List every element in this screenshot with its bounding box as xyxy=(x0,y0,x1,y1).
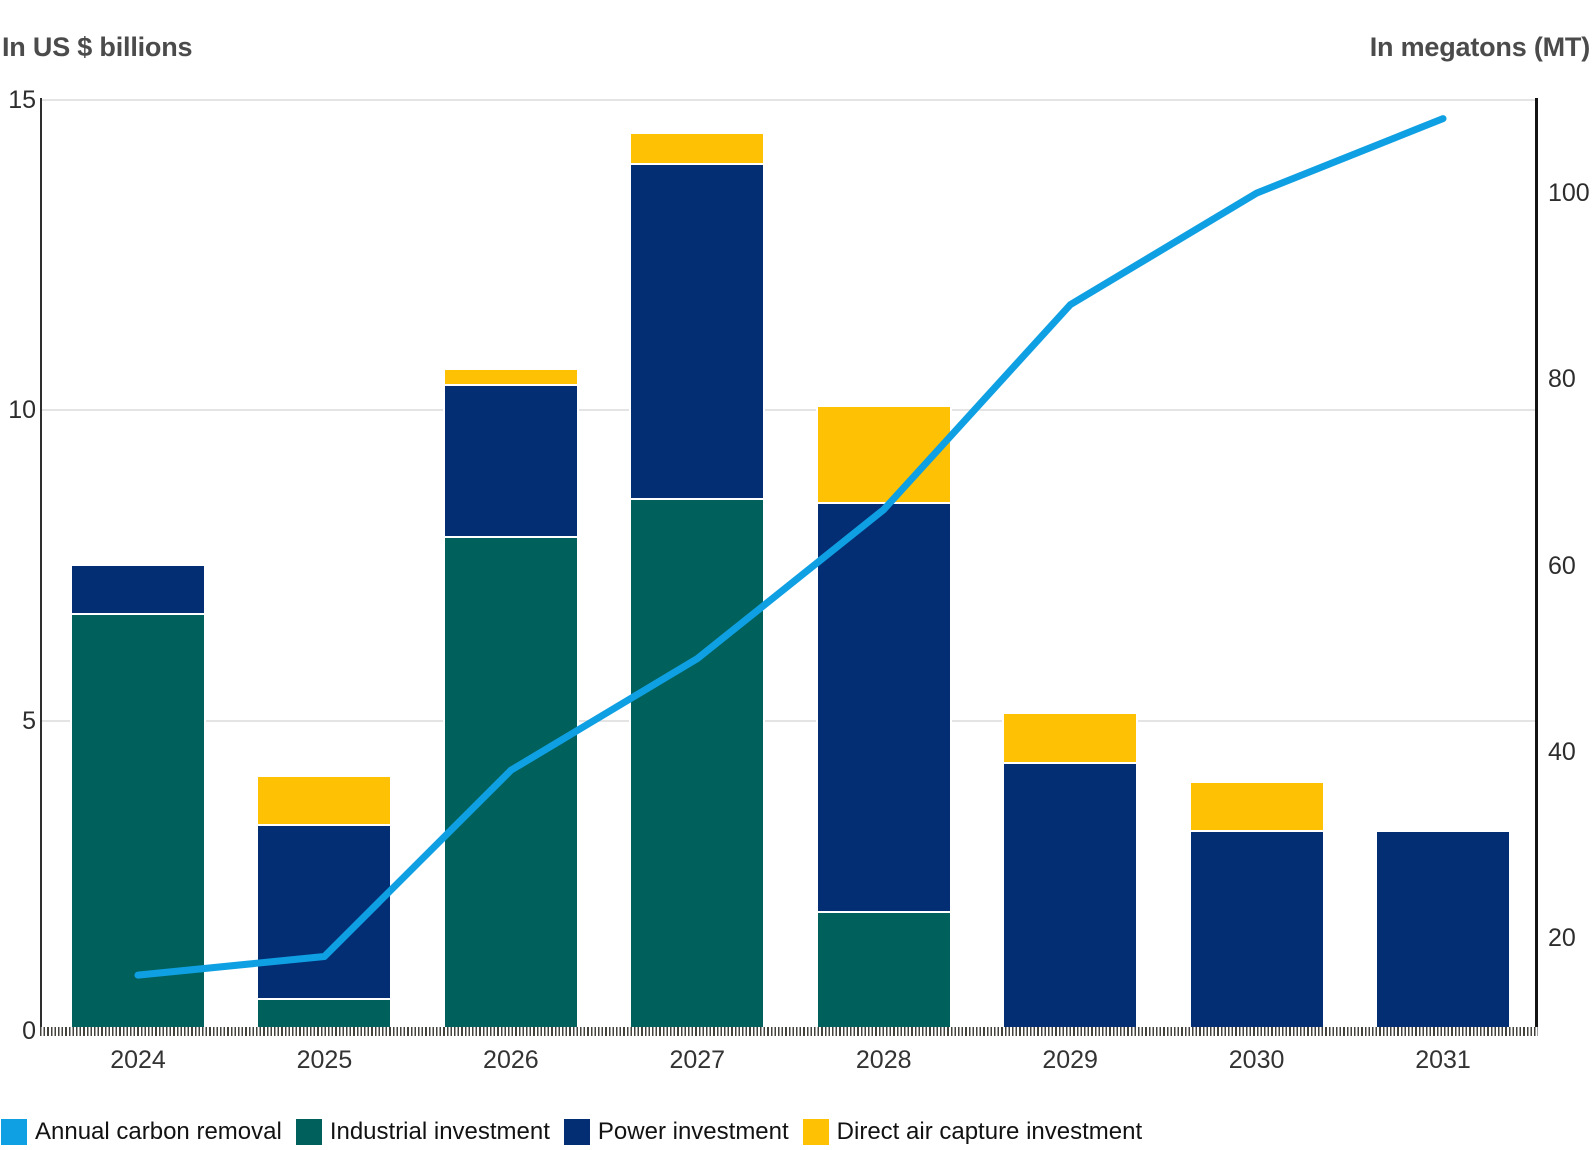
legend-swatch-annual-carbon-removal xyxy=(1,1119,27,1145)
legend-item-label: Industrial investment xyxy=(329,1118,550,1145)
bar-group-2030 xyxy=(1190,782,1323,1031)
x-axis-label-2030: 2030 xyxy=(1228,1046,1285,1074)
bar-segment-industrial-investment-2024 xyxy=(72,615,204,1031)
right-axis-tick-label-20: 20 xyxy=(1548,923,1576,952)
carbon-removal-line-layer xyxy=(134,115,1447,979)
legend-swatch-direct-air-capture-investment xyxy=(802,1119,829,1145)
left-axis-line xyxy=(40,98,42,1032)
bar-segment-power-investment-2031 xyxy=(1377,832,1509,1031)
bar-group-2024 xyxy=(72,565,204,1031)
bar-segment-industrial-investment-2025 xyxy=(258,1000,391,1031)
bar-segment-power-investment-2027 xyxy=(631,165,764,501)
bar-group-2026 xyxy=(444,370,577,1031)
x-axis-label-2029: 2029 xyxy=(1042,1046,1098,1074)
bar-segment-power-investment-2026 xyxy=(444,385,577,538)
bar-segment-power-investment-2028 xyxy=(817,503,950,914)
legend-item-direct-air-capture-investment: Direct air capture investment xyxy=(802,1118,1143,1146)
bar-group-2027 xyxy=(631,134,764,1031)
bar-segment-direct-air-capture-investment-2030 xyxy=(1190,782,1323,833)
x-axis-label-2024: 2024 xyxy=(110,1046,166,1074)
right-axis-line xyxy=(1535,98,1538,1032)
bar-segment-direct-air-capture-investment-2028 xyxy=(817,407,950,504)
legend-item-industrial-investment: Industrial investment xyxy=(295,1118,550,1146)
bar-segment-power-investment-2030 xyxy=(1190,832,1323,1031)
right-axis-tick-label-60: 60 xyxy=(1548,551,1576,580)
right-axis-tick-label-80: 80 xyxy=(1548,365,1576,394)
gridline-15 xyxy=(41,99,1536,101)
bar-segment-direct-air-capture-investment-2026 xyxy=(444,370,577,386)
bar-group-2031 xyxy=(1377,832,1509,1031)
left-axis-tick-label-0: 0 xyxy=(22,1017,36,1045)
legend-item-power-investment: Power investment xyxy=(563,1118,789,1146)
legend-item-label: Power investment xyxy=(597,1118,789,1145)
left-axis-title: In US $ billions xyxy=(2,32,193,62)
bar-segment-power-investment-2024 xyxy=(72,565,204,616)
bar-segment-industrial-investment-2028 xyxy=(817,913,950,1031)
left-axis-tick-label-5: 5 xyxy=(22,706,36,735)
right-axis-title: In megatons (MT) xyxy=(1369,32,1590,62)
bar-group-2028 xyxy=(817,407,950,1031)
legend-item-annual-carbon-removal: Annual carbon removal xyxy=(1,1118,282,1146)
x-axis-label-2031: 2031 xyxy=(1415,1046,1471,1074)
bar-segment-industrial-investment-2026 xyxy=(444,537,577,1031)
gridline-5 xyxy=(41,719,1536,722)
legend-swatch-industrial-investment xyxy=(295,1119,322,1145)
plot-area xyxy=(41,99,1536,1031)
x-axis-label-2028: 2028 xyxy=(855,1046,912,1074)
legend-item-label: Annual carbon removal xyxy=(35,1118,282,1145)
x-axis-label-2025: 2025 xyxy=(296,1046,353,1074)
x-axis-line xyxy=(40,1027,1538,1036)
legend-item-label: Direct air capture investment xyxy=(836,1118,1143,1145)
bar-segment-power-investment-2029 xyxy=(1004,764,1137,1031)
legend-swatch-power-investment xyxy=(563,1119,590,1145)
bar-segment-direct-air-capture-investment-2029 xyxy=(1004,714,1137,765)
bar-segment-direct-air-capture-investment-2027 xyxy=(631,134,764,166)
gridline-10 xyxy=(41,409,1536,412)
x-axis-label-2027: 2027 xyxy=(669,1046,726,1074)
left-axis-tick-label-15: 15 xyxy=(8,86,36,114)
bar-segment-industrial-investment-2027 xyxy=(631,500,764,1031)
carbon-removal-line xyxy=(134,115,1447,979)
bar-group-2029 xyxy=(1004,714,1137,1031)
left-axis-tick-label-10: 10 xyxy=(8,396,36,425)
right-axis-tick-label-40: 40 xyxy=(1548,737,1576,766)
x-axis-label-2026: 2026 xyxy=(483,1046,539,1074)
legend: Annual carbon removal Industrial investm… xyxy=(1,1118,1142,1146)
bar-segment-direct-air-capture-investment-2025 xyxy=(258,776,391,827)
right-axis-tick-label-100: 100 xyxy=(1548,179,1590,208)
